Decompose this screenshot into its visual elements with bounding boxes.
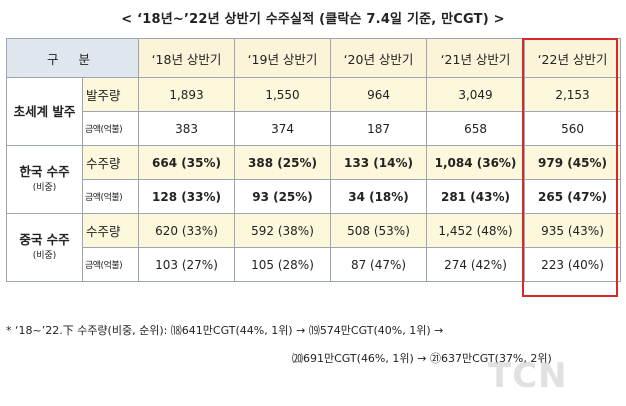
- table-cell: 133 (14%): [330, 145, 428, 180]
- table-row: 금액(억불) 383 374 187 658 560: [7, 111, 622, 146]
- table-cell: 979 (45%): [524, 145, 622, 180]
- table-cell: 374: [234, 111, 332, 146]
- header-category: 구 분: [5, 38, 140, 78]
- table-row: 초세계 발주 발주량 1,893 1,550 964 3,049 2,153: [6, 77, 622, 146]
- table-cell: 935 (43%): [524, 213, 622, 248]
- metric-label: 수주량: [81, 145, 140, 180]
- table-cell: 274 (42%): [426, 247, 526, 282]
- table-cell: 388 (25%): [234, 145, 332, 180]
- header-year-2022: ‘22년 상반기: [524, 38, 622, 78]
- metric-label: 수주량: [81, 213, 140, 248]
- table-cell: 105 (28%): [234, 247, 332, 282]
- table-cell: 383: [138, 111, 236, 146]
- table-row: 금액(억불) 128 (33%) 93 (25%) 34 (18%) 281 (…: [7, 179, 622, 214]
- table-cell: 3,049: [426, 77, 526, 112]
- group-label-world: 초세계 발주: [6, 77, 83, 146]
- metric-label: 금액(억불): [81, 247, 140, 282]
- table-cell: 93 (25%): [234, 179, 332, 214]
- table-cell: 508 (53%): [330, 213, 428, 248]
- header-year-2019: ‘19년 상반기: [234, 38, 332, 78]
- group-label-china: 중국 수주 (비중): [6, 213, 83, 282]
- order-results-table: 구 분 ‘18년 상반기 ‘19년 상반기 ‘20년 상반기 ‘21년 상반기 …: [5, 38, 622, 282]
- footnote-line-1: * ‘18~’22.下 수주량(비중, 순위): ⒅641만CGT(44%, 1…: [6, 324, 444, 337]
- header-year-2021: ‘21년 상반기: [426, 38, 526, 78]
- table-cell: 34 (18%): [330, 179, 428, 214]
- metric-label: 금액(억불): [81, 111, 140, 146]
- table-row: 중국 수주 (비중) 수주량 620 (33%) 592 (38%) 508 (5…: [6, 213, 622, 282]
- table-cell: 87 (47%): [330, 247, 428, 282]
- table-cell: 620 (33%): [138, 213, 236, 248]
- watermark-logo: TCN: [488, 356, 568, 396]
- table-cell: 223 (40%): [524, 247, 622, 282]
- table-cell: 658: [426, 111, 526, 146]
- table-cell: 1,084 (36%): [426, 145, 526, 180]
- table-cell: 1,452 (48%): [426, 213, 526, 248]
- table-cell: 265 (47%): [524, 179, 622, 214]
- table-title: < ‘18년~’22년 상반기 수주실적 (클락슨 7.4일 기준, 만CGT)…: [121, 12, 505, 27]
- table-cell: 1,893: [138, 77, 236, 112]
- table-cell: 187: [330, 111, 428, 146]
- table-cell: 592 (38%): [234, 213, 332, 248]
- header-year-2020: ‘20년 상반기: [330, 38, 428, 78]
- table-cell: 964: [330, 77, 428, 112]
- group-label-korea: 한국 수주 (비중): [6, 145, 83, 214]
- metric-label: 발주량: [81, 77, 140, 112]
- footnote-line-2: ⒇691만CGT(46%, 1위) → ㉑637만CGT(37%, 2위): [292, 352, 552, 365]
- table-cell: 103 (27%): [138, 247, 236, 282]
- metric-label: 금액(억불): [81, 179, 140, 214]
- table-cell: 664 (35%): [138, 145, 236, 180]
- table-cell: 2,153: [524, 77, 622, 112]
- table-cell: 128 (33%): [138, 179, 236, 214]
- table-row: 금액(억불) 103 (27%) 105 (28%) 87 (47%) 274 …: [7, 247, 622, 282]
- table-cell: 1,550: [234, 77, 332, 112]
- table-cell: 281 (43%): [426, 179, 526, 214]
- table-cell: 560: [524, 111, 622, 146]
- table-row: 한국 수주 (비중) 수주량 664 (35%) 388 (25%) 133 (1…: [6, 145, 622, 214]
- header-year-2018: ‘18년 상반기: [138, 38, 236, 78]
